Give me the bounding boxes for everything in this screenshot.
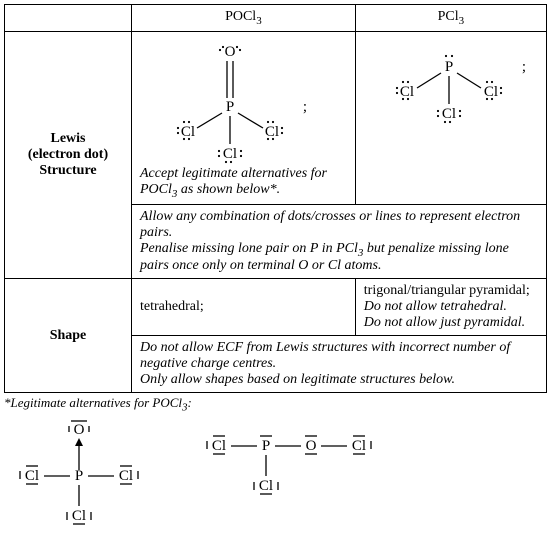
semicolon: ; (522, 59, 526, 75)
semicolon: ; (303, 99, 307, 115)
footnote-text: *Legitimate alternatives for POCl3: (4, 395, 547, 414)
atom-cl: Cl (400, 84, 414, 100)
comparison-table: POCl3 PCl3 Lewis (electron dot) Structur… (4, 4, 547, 393)
pocl3-accept-note: Accept legitimate alternatives for POCl3… (140, 166, 347, 200)
atom-p: P (226, 99, 234, 115)
row-header-shape: Shape (5, 279, 132, 393)
atom-p: P (262, 438, 270, 454)
alternatives-row: O P Cl Cl Cl (4, 418, 547, 528)
lewis-pocl3-cell: P O Cl Cl (132, 31, 356, 204)
lewis-shared-notes: Allow any combination of dots/crosses or… (132, 204, 547, 279)
shape-note-1: Do not allow ECF from Lewis structures w… (140, 340, 538, 372)
atom-p: P (75, 468, 83, 484)
atom-cl: Cl (442, 106, 456, 122)
row-header-lewis: Lewis (electron dot) Structure (5, 31, 132, 279)
atom-o: O (225, 44, 236, 60)
atom-cl: Cl (265, 124, 279, 140)
atom-cl: Cl (212, 438, 226, 454)
shape-pcl3: trigonal/triangular pyramidal; Do not al… (355, 279, 546, 336)
lewis-note-1: Allow any combination of dots/crosses or… (140, 209, 538, 241)
atom-cl: Cl (223, 146, 237, 162)
pocl3-lewis-diagram: P O Cl Cl (140, 36, 320, 166)
atom-cl: Cl (181, 124, 195, 140)
shape-pocl3: tetrahedral; (132, 279, 356, 336)
atom-cl: Cl (25, 468, 39, 484)
atom-cl: Cl (259, 478, 273, 494)
pcl3-lewis-diagram: P Cl Cl Cl (364, 36, 534, 136)
col-header-pocl3: POCl3 (132, 5, 356, 32)
shape-pcl3-note2: Do not allow just pyramidal. (364, 315, 538, 331)
shape-pcl3-note1: Do not allow tetrahedral. (364, 299, 538, 315)
pocl3-alt1-diagram: O P Cl Cl Cl (4, 418, 154, 528)
atom-cl: Cl (119, 468, 133, 484)
corner-cell (5, 5, 132, 32)
atom-p: P (445, 59, 453, 75)
atom-cl: Cl (352, 438, 366, 454)
atom-o: O (74, 422, 85, 438)
atom-cl: Cl (484, 84, 498, 100)
col-header-pcl3: PCl3 (355, 5, 546, 32)
shape-shared-notes: Do not allow ECF from Lewis structures w… (132, 336, 547, 393)
pocl3-alt2-diagram: Cl P O Cl Cl (194, 418, 414, 508)
lewis-pcl3-cell: P Cl Cl Cl (355, 31, 546, 204)
atom-o: O (306, 438, 317, 454)
shape-pcl3-value: trigonal/triangular pyramidal; (364, 283, 538, 299)
lewis-note-2: Penalise missing lone pair on P in PCl3 … (140, 241, 538, 275)
shape-note-2: Only allow shapes based on legitimate st… (140, 372, 538, 388)
atom-cl: Cl (72, 508, 86, 524)
